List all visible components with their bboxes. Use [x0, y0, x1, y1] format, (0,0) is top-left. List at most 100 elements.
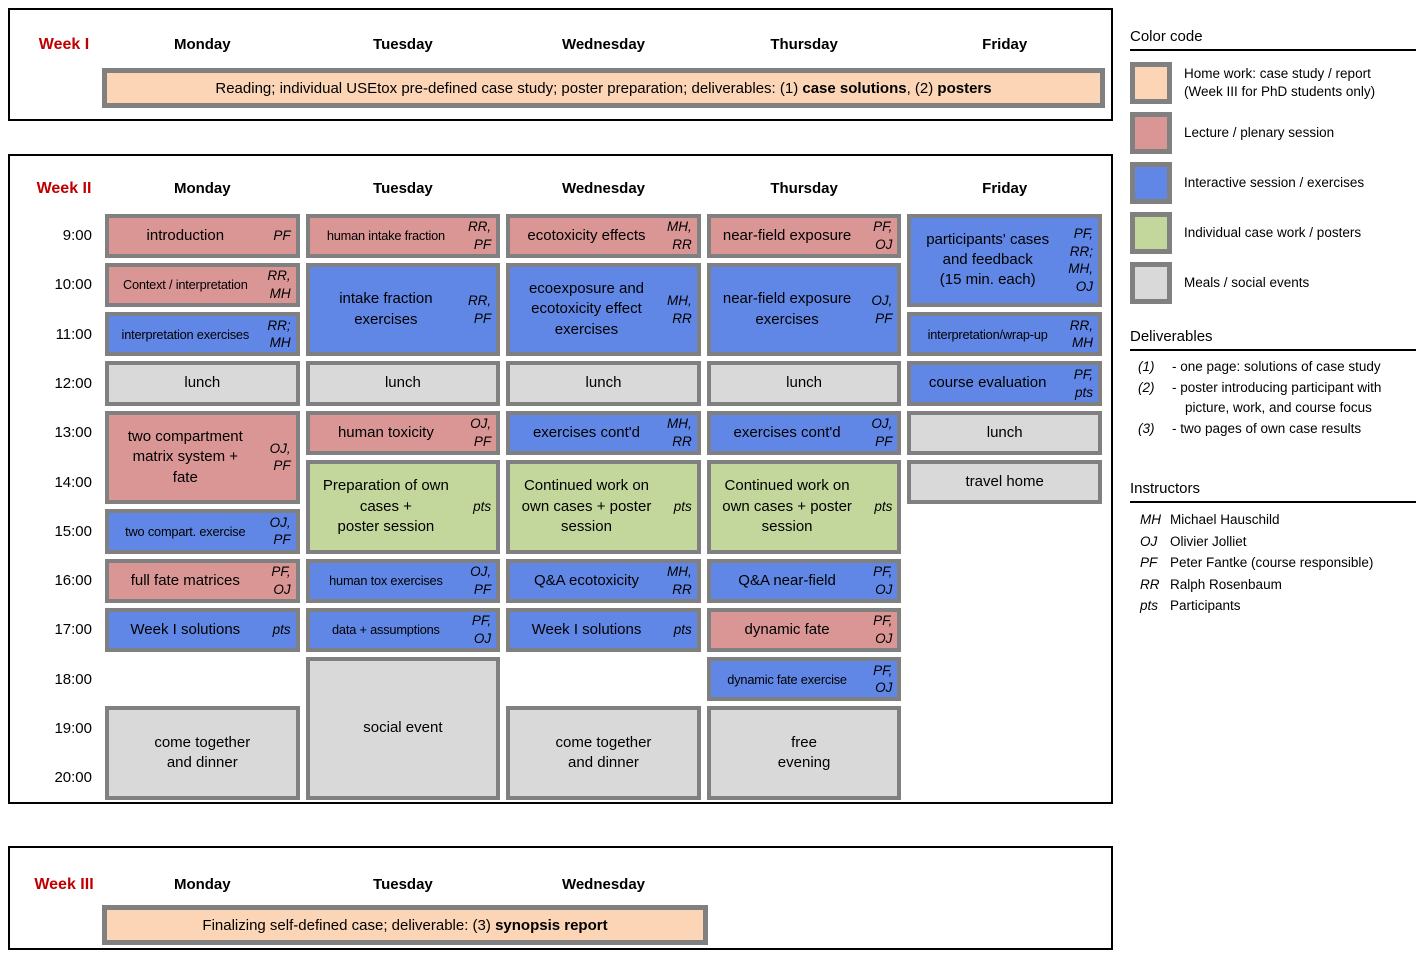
instructor-item-pts: pts Participants [1130, 595, 1416, 617]
schedule-cell-label: lunch [585, 374, 622, 392]
schedule-cell-monday-r7: two compart. exercise OJ,PF [105, 509, 300, 554]
week1-day-friday: Friday [982, 36, 1028, 53]
schedule-cell-label: Week I solutions [130, 620, 241, 638]
week1-day-thursday: Thursday [770, 36, 838, 53]
schedule-cell-label: come together and dinner [555, 734, 652, 772]
schedule-cell-friday-r1: participants' cases and feedback (15 min… [907, 213, 1102, 308]
schedule-cell-thursday-r6: Continued work on own cases + poster ses… [706, 459, 902, 554]
legend-item-meal: Meals / social events [1130, 262, 1309, 304]
deliverable-items: (1) - one page: solutions of case study (2… [1130, 357, 1416, 439]
schedule-cell-label: human tox exercises [329, 573, 443, 589]
instructor-code: MH [1140, 512, 1161, 527]
schedule-cell-instructors: MH, RR [667, 219, 692, 252]
schedule-cell-instructors: PF, OJ [873, 613, 893, 647]
schedule-cell-instructors: OJ, PF [470, 416, 492, 449]
schedule-cell-label: interpretation exercises [121, 326, 250, 342]
banner-segment: , (2) [906, 79, 938, 97]
schedule-cell-monday-r9: Week I solutions pts [105, 607, 300, 653]
schedule-cell-label: near-field exposure exercises [722, 290, 852, 328]
schedule-cell-label: lunch [184, 374, 221, 392]
time-label-1200: 12:00 [54, 374, 92, 392]
schedule-cell-wednesday-r5: exercises cont'd MH, RR [506, 410, 701, 455]
week1-section: Week I Monday Tuesday Wednesday Thursday Fri… [8, 8, 1113, 121]
schedule-cell-label: course evaluation [928, 374, 1047, 392]
banner-segment: Reading; individual USEtox pre-defined c… [215, 79, 803, 97]
instructors-rule [1130, 501, 1416, 503]
legend-item-label: Home work: case study / report (Week III… [1184, 66, 1376, 99]
schedule-cell-instructors: PF [273, 227, 291, 243]
instructor-name: Ralph Rosenbaum [1170, 576, 1282, 592]
week1-homework-banner: Reading; individual USEtox pre-defined c… [102, 68, 1105, 108]
schedule-cell-wednesday-r11: come together and dinner [506, 706, 701, 801]
schedule-cell-wednesday-r2: ecoexposure and ecotoxicity effect exerc… [506, 262, 701, 357]
week3-banner-text: Finalizing self-defined case; deliverabl… [202, 917, 607, 934]
legend-item-lecture: Lecture / plenary session [1130, 112, 1334, 154]
schedule-cell-label: human toxicity [337, 423, 434, 441]
legend-item-label: Interactive session / exercises [1184, 175, 1365, 190]
schedule-cell-instructors: OJ, PF [871, 293, 893, 326]
schedule-cell-instructors: PF, OJ [873, 662, 893, 696]
instructor-items: MH Michael Hauschild OJ Olivier Jolliet PF Pe… [1130, 509, 1416, 617]
schedule-cell-friday-r4: course evaluation PF, pts [907, 361, 1102, 406]
schedule-cell-monday-r11: come together and dinner [105, 706, 300, 801]
week2-day-wednesday: Wednesday [561, 180, 646, 197]
week2-day-tuesday: Tuesday [373, 180, 433, 197]
color-code-title: Color code [1130, 28, 1203, 45]
schedule-cell-thursday-r1: near-field exposure PF, OJ [706, 213, 902, 258]
schedule-cell-monday-r3: interpretation exercises RR; MH [105, 312, 300, 357]
schedule-cell-instructors: pts [673, 622, 692, 638]
schedule-cell-thursday-r5: exercises cont'd OJ, PF [706, 410, 902, 455]
schedule-cell-tuesday-r5: human toxicity OJ, PF [305, 410, 501, 455]
schedule-cell-monday-r4: lunch [105, 361, 300, 406]
schedule-cell-label: dynamic fate exercise [727, 671, 847, 687]
schedule-cell-instructors: MH, RR [667, 293, 692, 326]
week2-section: Week II Monday Tuesday Wednesday Thursday Fr… [8, 154, 1113, 804]
meal-color-swatch [1130, 262, 1172, 304]
legend-item-individual: Individual case work / posters [1130, 212, 1361, 254]
schedule-cell-label: near-field exposure [722, 226, 852, 244]
schedule-cell-label: Q&A near-field [738, 571, 836, 589]
instructor-item-OJ: OJ Olivier Jolliet [1130, 531, 1416, 553]
schedule-cell-instructors: OJ,PF [470, 564, 492, 597]
banner-segment: case solutions [802, 79, 907, 97]
schedule-cell-wednesday-r4: lunch [506, 361, 701, 406]
week3-homework-banner: Finalizing self-defined case; deliverabl… [102, 905, 708, 945]
time-label-900: 9:00 [62, 227, 92, 244]
deliverable-text: - two pages of own case results [1172, 421, 1362, 436]
schedule-cell-monday-r8: full fate matrices PF, OJ [105, 558, 300, 603]
individual-color-swatch [1130, 212, 1172, 254]
schedule-cell-instructors: PF, OJ [873, 564, 893, 597]
time-label-1500: 15:00 [54, 522, 92, 540]
schedule-cell-label: Continued work on own cases + poster ses… [722, 477, 852, 535]
week3-day-tuesday: Tuesday [373, 876, 433, 893]
legend-item-label: Meals / social events [1184, 275, 1310, 290]
deliverable-number: (3) [1138, 421, 1155, 436]
deliverables-block: Deliverables (1) - one page: solutions of… [1130, 328, 1416, 439]
legend-item-homework: Home work: case study / report (Week III… [1130, 62, 1375, 104]
time-label-1800: 18:00 [54, 670, 92, 688]
time-label-1400: 14:00 [54, 473, 92, 491]
deliverable-item-3: (3) - two pages of own case results [1130, 419, 1416, 439]
schedule-cell-instructors: PF, OJ [873, 219, 893, 252]
schedule-cell-instructors: RR, MH [267, 268, 291, 301]
instructor-item-PF: PF Peter Fantke (course responsible) [1130, 552, 1416, 574]
instructor-code: OJ [1140, 533, 1158, 549]
schedule-cell-label: human intake fraction [326, 228, 445, 244]
week2-day-monday: Monday [173, 180, 231, 197]
schedule-cell-tuesday-r9: data + assumptions PF, OJ [305, 607, 501, 653]
deliverable-number: (2) [1138, 380, 1155, 395]
schedule-cell-label: lunch [986, 423, 1023, 441]
schedule-cell-label: intake fraction exercises [339, 290, 433, 328]
instructors-title: Instructors [1130, 480, 1201, 497]
schedule-cell-label: Context / interpretation [122, 277, 248, 293]
schedule-cell-instructors: PF, OJ [471, 613, 492, 647]
banner-segment: synopsis report [495, 916, 608, 934]
schedule-cell-instructors: RR; MH [267, 317, 291, 351]
banner-segment: Finalizing self-defined case; deliverabl… [202, 916, 496, 934]
schedule-cell-label: Preparation of own cases + poster sessio… [322, 477, 449, 535]
homework-color-swatch [1130, 62, 1172, 104]
schedule-cell-label: Continued work on own cases + poster ses… [521, 477, 652, 535]
schedule-cell-instructors: pts [473, 499, 492, 514]
week1-day-monday: Monday [173, 36, 231, 53]
week1-day-wednesday: Wednesday [561, 36, 646, 53]
